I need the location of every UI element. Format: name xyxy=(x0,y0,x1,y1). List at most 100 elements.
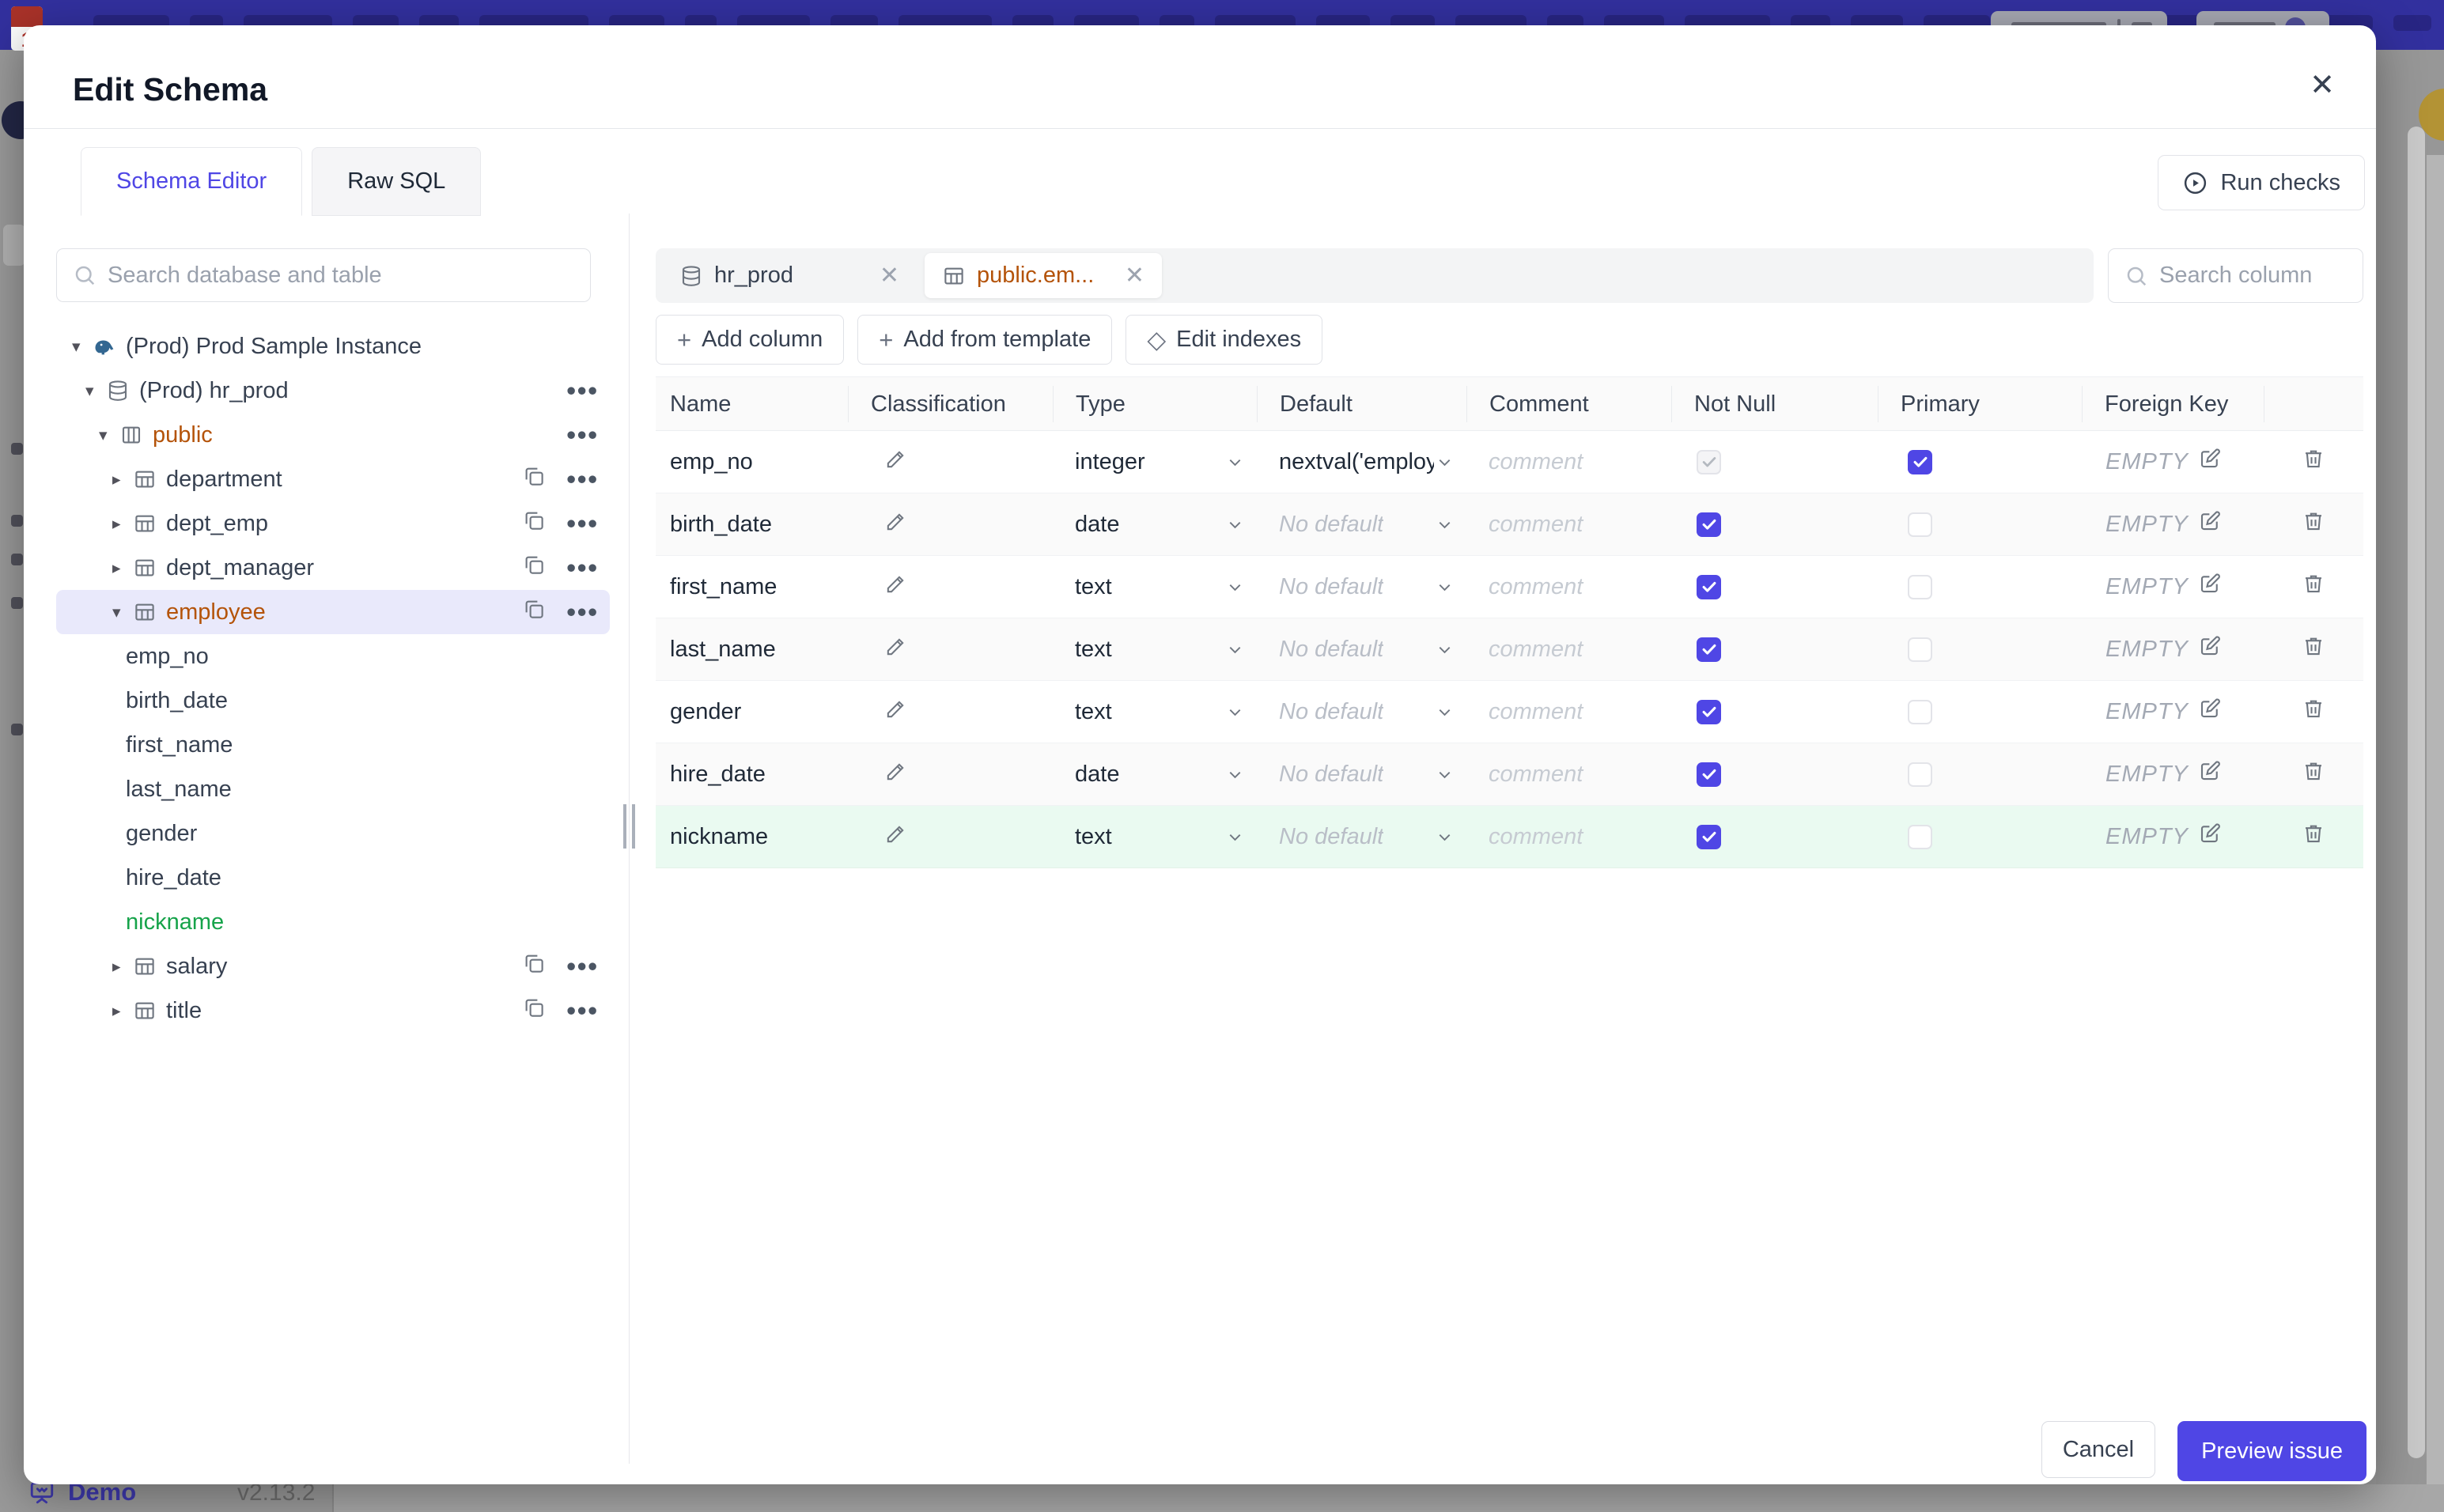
checkbox-checked[interactable] xyxy=(1697,699,1721,724)
edit-foreign-key-icon[interactable] xyxy=(2198,447,2222,477)
column-name[interactable]: nickname xyxy=(670,823,769,849)
delete-column-icon[interactable] xyxy=(2302,759,2325,789)
tree-item--prod-prod-sample-instance[interactable]: ▾ (Prod) Prod Sample Instance xyxy=(56,324,610,369)
column-search-input[interactable]: Search column xyxy=(2108,248,2363,303)
edit-foreign-key-icon[interactable] xyxy=(2198,759,2222,789)
checkbox-unchecked[interactable] xyxy=(1908,637,1932,662)
add-from-template-button[interactable]: + Add from template xyxy=(857,315,1113,365)
caret-right-icon[interactable]: ▸ xyxy=(112,957,121,976)
checkbox-checked[interactable] xyxy=(1908,449,1932,474)
copy-icon[interactable] xyxy=(522,996,546,1026)
edit-classification-icon[interactable] xyxy=(884,822,907,852)
tree-item-department[interactable]: ▸ department ••• xyxy=(56,457,610,501)
default-select[interactable]: No default xyxy=(1257,618,1466,680)
close-icon[interactable]: ✕ xyxy=(2310,69,2335,102)
scrollbar[interactable] xyxy=(2408,127,2425,1458)
tree-item-first_name[interactable]: first_name xyxy=(56,723,610,767)
caret-down-icon[interactable]: ▾ xyxy=(99,425,108,444)
column-name[interactable]: first_name xyxy=(670,573,777,599)
checkbox-unchecked[interactable] xyxy=(1908,824,1932,849)
default-select[interactable]: No default xyxy=(1257,493,1466,555)
tree-item-public[interactable]: ▾ public ••• xyxy=(56,413,610,457)
type-select[interactable]: date xyxy=(1053,743,1257,805)
cancel-button[interactable]: Cancel xyxy=(2041,1421,2156,1478)
run-checks-button[interactable]: Run checks xyxy=(2158,155,2365,210)
caret-right-icon[interactable]: ▸ xyxy=(112,558,121,577)
default-select[interactable]: No default xyxy=(1257,556,1466,618)
more-options-icon[interactable]: ••• xyxy=(566,597,599,626)
column-name[interactable]: emp_no xyxy=(670,448,753,474)
checkbox-unchecked[interactable] xyxy=(1908,512,1932,537)
edit-indexes-button[interactable]: ◇ Edit indexes xyxy=(1126,315,1323,365)
tree-item-employee[interactable]: ▾ employee ••• xyxy=(56,590,610,634)
edit-classification-icon[interactable] xyxy=(884,635,907,664)
edit-foreign-key-icon[interactable] xyxy=(2198,509,2222,539)
tree-item-last_name[interactable]: last_name xyxy=(56,767,610,811)
copy-icon[interactable] xyxy=(522,951,546,981)
edit-classification-icon[interactable] xyxy=(884,697,907,727)
caret-down-icon[interactable]: ▾ xyxy=(72,337,81,356)
type-select[interactable]: text xyxy=(1053,806,1257,868)
type-select[interactable]: date xyxy=(1053,493,1257,555)
add-column-button[interactable]: + Add column xyxy=(656,315,845,365)
more-options-icon[interactable]: ••• xyxy=(566,464,599,493)
more-options-icon[interactable]: ••• xyxy=(566,996,599,1025)
tree-item-title[interactable]: ▸ title ••• xyxy=(56,988,610,1033)
delete-column-icon[interactable] xyxy=(2302,509,2325,539)
copy-icon[interactable] xyxy=(522,597,546,627)
edit-foreign-key-icon[interactable] xyxy=(2198,634,2222,664)
comment-input[interactable]: comment xyxy=(1489,698,1583,724)
comment-input[interactable]: comment xyxy=(1489,511,1583,537)
type-select[interactable]: text xyxy=(1053,618,1257,680)
tab-schema-editor[interactable]: Schema Editor xyxy=(81,147,303,216)
tree-item-birth_date[interactable]: birth_date xyxy=(56,679,610,723)
more-options-icon[interactable]: ••• xyxy=(566,951,599,981)
default-select[interactable]: No default xyxy=(1257,806,1466,868)
checkbox-unchecked[interactable] xyxy=(1908,574,1932,599)
more-options-icon[interactable]: ••• xyxy=(566,553,599,582)
edit-classification-icon[interactable] xyxy=(884,510,907,539)
type-select[interactable]: text xyxy=(1053,681,1257,743)
editor-tab-public-em-[interactable]: public.em... ✕ xyxy=(925,253,1162,298)
comment-input[interactable]: comment xyxy=(1489,823,1583,849)
default-select[interactable]: No default xyxy=(1257,743,1466,805)
type-select[interactable]: text xyxy=(1053,556,1257,618)
tree-item-dept_emp[interactable]: ▸ dept_emp ••• xyxy=(56,501,610,546)
checkbox-unchecked[interactable] xyxy=(1908,762,1932,787)
caret-down-icon[interactable]: ▾ xyxy=(112,603,121,622)
tree-item-nickname[interactable]: nickname xyxy=(56,900,610,944)
tree-search-input[interactable]: Search database and table xyxy=(56,248,591,302)
column-name[interactable]: last_name xyxy=(670,636,776,662)
delete-column-icon[interactable] xyxy=(2302,822,2325,852)
comment-input[interactable]: comment xyxy=(1489,761,1583,787)
delete-column-icon[interactable] xyxy=(2302,447,2325,477)
checkbox-checked[interactable] xyxy=(1697,824,1721,849)
panel-resize-handle[interactable] xyxy=(623,804,635,849)
edit-foreign-key-icon[interactable] xyxy=(2198,572,2222,602)
more-options-icon[interactable]: ••• xyxy=(566,420,599,449)
edit-classification-icon[interactable] xyxy=(884,760,907,789)
checkbox-checked[interactable] xyxy=(1697,512,1721,537)
tree-item-gender[interactable]: gender xyxy=(56,811,610,856)
more-options-icon[interactable]: ••• xyxy=(566,508,599,538)
column-name[interactable]: hire_date xyxy=(670,761,766,787)
comment-input[interactable]: comment xyxy=(1489,573,1583,599)
checkbox-checked[interactable] xyxy=(1697,762,1721,787)
copy-icon[interactable] xyxy=(522,553,546,583)
checkbox-checked[interactable] xyxy=(1697,637,1721,662)
close-icon[interactable]: ✕ xyxy=(879,263,899,289)
caret-right-icon[interactable]: ▸ xyxy=(112,514,121,533)
copy-icon[interactable] xyxy=(522,464,546,494)
tree-item--prod-hr_prod[interactable]: ▾ (Prod) hr_prod ••• xyxy=(56,369,610,413)
copy-icon[interactable] xyxy=(522,508,546,539)
delete-column-icon[interactable] xyxy=(2302,697,2325,727)
delete-column-icon[interactable] xyxy=(2302,572,2325,602)
tree-item-salary[interactable]: ▸ salary ••• xyxy=(56,944,610,988)
checkbox-unchecked[interactable] xyxy=(1908,699,1932,724)
column-name[interactable]: gender xyxy=(670,698,742,724)
edit-foreign-key-icon[interactable] xyxy=(2198,697,2222,727)
delete-column-icon[interactable] xyxy=(2302,634,2325,664)
comment-input[interactable]: comment xyxy=(1489,448,1583,474)
default-select[interactable]: No default xyxy=(1257,681,1466,743)
type-select[interactable]: integer xyxy=(1053,431,1257,493)
